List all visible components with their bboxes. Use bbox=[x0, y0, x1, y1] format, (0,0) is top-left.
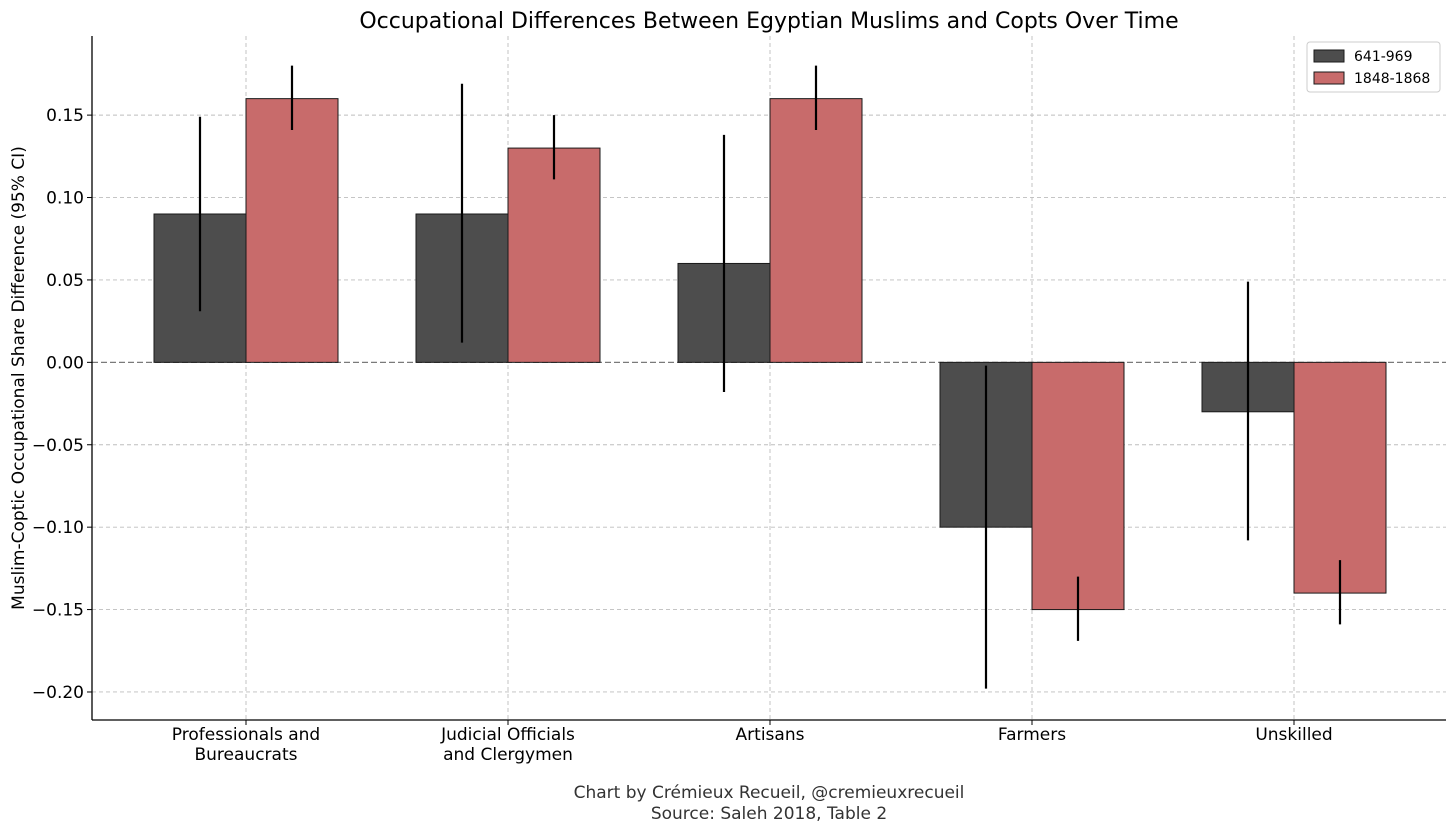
bar-1848-1868 bbox=[507, 147, 601, 363]
x-tick-label: Unskilled bbox=[1255, 725, 1332, 745]
y-tick-label: −0.05 bbox=[32, 436, 84, 456]
y-tick-label: 0.05 bbox=[46, 271, 84, 291]
credit-line-2: Source: Saleh 2018, Table 2 bbox=[651, 804, 887, 824]
y-axis-label: Muslim-Coptic Occupational Share Differe… bbox=[9, 146, 29, 610]
x-tick-label: Professionals and bbox=[172, 725, 320, 745]
legend-swatch bbox=[1313, 71, 1345, 85]
bars-layer bbox=[153, 98, 1387, 611]
legend: 641-969 1848-1868 bbox=[1306, 41, 1441, 93]
x-tick-label: Bureaucrats bbox=[195, 745, 298, 765]
bar-1848-1868 bbox=[1293, 361, 1387, 594]
y-tick-label: −0.15 bbox=[32, 601, 84, 621]
x-tick-label: and Clergymen bbox=[443, 745, 573, 765]
x-tick-label: Farmers bbox=[998, 725, 1066, 745]
y-tick-labels: 0.15 0.10 0.05 0.00 −0.05 −0.10 −0.15 −0.20 bbox=[32, 106, 84, 703]
y-tick-label: 0.00 bbox=[46, 353, 84, 373]
x-tick-label: Judicial Officials bbox=[440, 725, 575, 745]
x-tick-label: Artisans bbox=[736, 725, 805, 745]
y-tick-label: −0.20 bbox=[32, 683, 84, 703]
y-tick-label: −0.10 bbox=[32, 518, 84, 538]
legend-label: 641-969 bbox=[1354, 49, 1413, 65]
axes-layer bbox=[87, 36, 1446, 725]
y-tick-label: 0.10 bbox=[46, 189, 84, 209]
bar-1848-1868 bbox=[769, 98, 863, 363]
legend-label: 1848-1868 bbox=[1354, 71, 1430, 87]
legend-swatch bbox=[1313, 49, 1345, 63]
credit-line-1: Chart by Crémieux Recueil, @cremieuxrecu… bbox=[574, 783, 965, 803]
error-bars-layer bbox=[198, 65, 1342, 689]
chart-title: Occupational Differences Between Egyptia… bbox=[359, 9, 1178, 34]
bar-1848-1868 bbox=[1031, 361, 1125, 611]
y-tick-label: 0.15 bbox=[46, 106, 84, 126]
bar-1848-1868 bbox=[245, 98, 339, 363]
